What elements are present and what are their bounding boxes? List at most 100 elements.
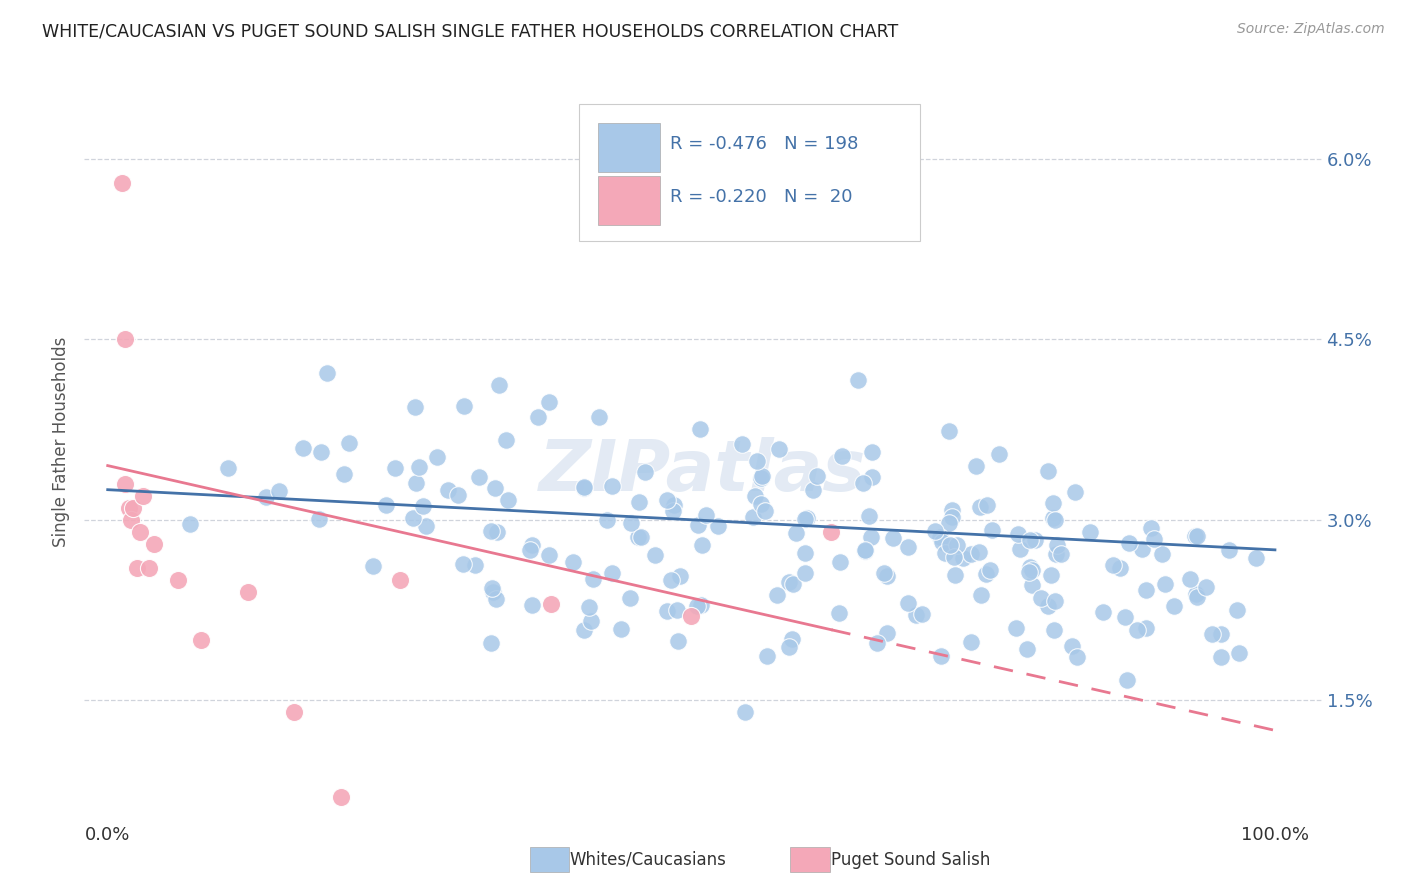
Point [754,504,776,518]
Point [876,626,898,640]
Point [938,424,960,438]
Point [1114,610,1136,624]
Point [744,489,766,503]
Point [447,488,470,502]
Point [129,524,152,539]
Point [468,469,491,483]
Point [388,573,411,587]
Point [974,566,997,581]
Point [855,544,877,558]
Point [538,549,561,563]
Point [981,523,1004,537]
Point [896,596,918,610]
Point [778,640,800,654]
Point [1130,541,1153,556]
Point [166,573,188,587]
Point [934,546,956,560]
Point [742,509,765,524]
Point [1050,547,1073,561]
Point [707,519,730,533]
FancyBboxPatch shape [598,176,659,226]
Text: R = -0.220   N =  20: R = -0.220 N = 20 [669,188,852,206]
Point [1152,548,1174,562]
Point [1024,533,1046,548]
Point [1154,577,1177,591]
Point [681,609,703,624]
Point [1042,496,1064,510]
Point [882,531,904,545]
Point [337,435,360,450]
Point [600,566,623,581]
Point [630,530,652,544]
Point [945,538,967,552]
Point [495,433,517,447]
Point [1140,521,1163,535]
Point [217,461,239,475]
Point [436,483,458,498]
Point [1036,599,1059,613]
Point [873,566,896,580]
Point [976,498,998,512]
Y-axis label: Single Father Households: Single Father Households [52,336,70,547]
Point [664,499,686,513]
Point [375,499,398,513]
Point [659,574,682,588]
Point [970,587,993,601]
Point [1195,580,1218,594]
Point [941,503,963,517]
Point [755,648,778,663]
Point [1143,533,1166,547]
Point [315,366,337,380]
Point [1010,541,1032,556]
Point [1218,542,1240,557]
Point [269,484,291,499]
Point [111,176,134,190]
Point [751,469,773,483]
Point [588,409,610,424]
Point [453,399,475,413]
Point [114,332,136,346]
Point [827,606,849,620]
Point [730,437,752,451]
Point [179,517,201,532]
Point [1018,533,1040,548]
Point [911,607,934,621]
Point [778,575,800,590]
Point [931,534,953,549]
Point [309,444,332,458]
Point [943,567,966,582]
Point [522,538,544,552]
Point [574,480,596,494]
Point [519,543,541,558]
Point [1109,561,1132,575]
Point [897,540,920,554]
Point [860,470,883,484]
Point [120,513,142,527]
Point [929,530,952,544]
Point [1043,623,1066,637]
Point [308,512,330,526]
Point [486,524,509,539]
Point [846,372,869,386]
Point [619,591,641,605]
Point [627,530,650,544]
Point [860,444,883,458]
Point [749,497,772,511]
Point [634,465,657,479]
Point [453,557,475,571]
Point [1118,536,1140,550]
Point [1045,547,1067,561]
Point [766,588,789,602]
Point [520,598,543,612]
Point [952,550,974,565]
Point [132,489,155,503]
Point [579,614,602,628]
Point [644,548,666,562]
Point [924,524,946,538]
Point [662,504,685,518]
Point [401,511,423,525]
Point [905,608,928,623]
Point [481,581,503,595]
Point [404,400,426,414]
Point [1185,528,1208,542]
